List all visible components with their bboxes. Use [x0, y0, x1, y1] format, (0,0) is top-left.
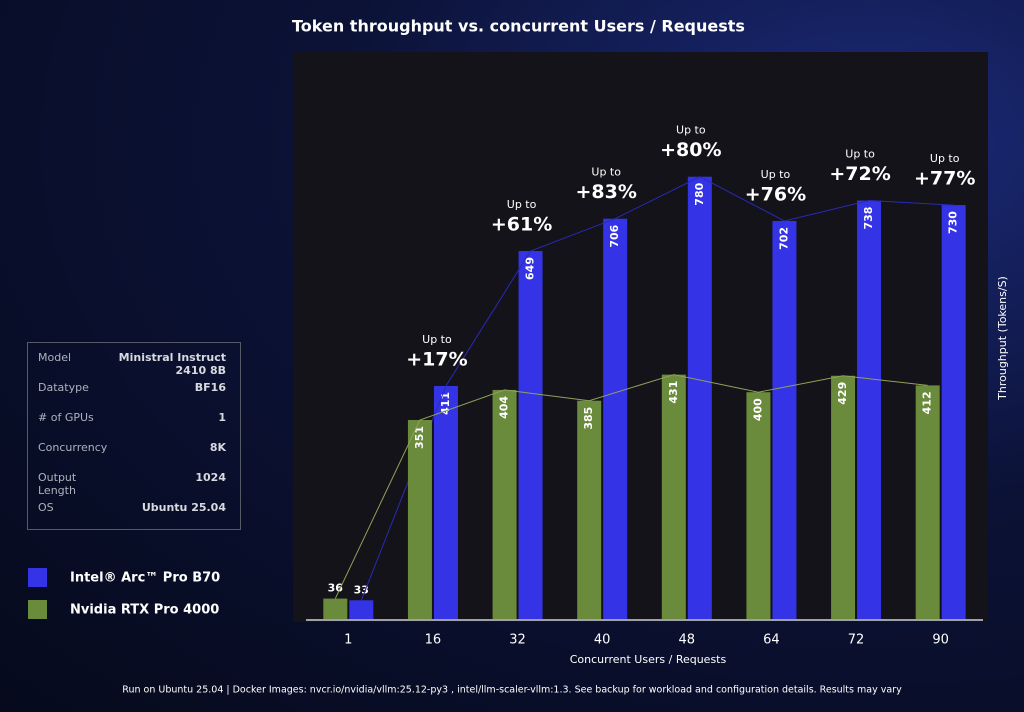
spec-row: Output Length 1024: [38, 469, 226, 499]
y-axis-label: Throughput (Tokens/S): [996, 276, 1009, 401]
legend-swatch: [28, 568, 47, 587]
spec-table: Model Ministral Instruct 2410 8B Datatype B…: [27, 342, 241, 530]
value-label: 412: [921, 391, 934, 414]
bar: [407, 419, 432, 619]
x-tick-label: 48: [679, 633, 696, 648]
value-label: 351: [413, 426, 426, 449]
x-tick-label: 40: [594, 633, 611, 648]
bar: [746, 392, 771, 619]
annotation: +80%: [660, 139, 721, 161]
spec-value: 8K: [209, 441, 226, 454]
x-tick-label: 1: [344, 633, 352, 648]
spec-key: OS: [38, 501, 54, 514]
annotation-prefix: Up to: [676, 124, 706, 137]
value-label: 702: [777, 227, 790, 250]
bar: [857, 200, 882, 619]
value-label: 400: [751, 398, 764, 421]
bar: [323, 598, 348, 619]
annotation-prefix: Up to: [507, 198, 537, 211]
annotation: +72%: [829, 163, 890, 185]
bar: [492, 389, 517, 619]
bar: [433, 385, 458, 619]
spec-row: Model Ministral Instruct 2410 8B: [38, 349, 226, 379]
spec-row: Datatype BF16: [38, 379, 226, 409]
spec-row: # of GPUs 1: [38, 409, 226, 439]
spec-value: Ubuntu 25.04: [141, 501, 226, 514]
annotation: +83%: [575, 181, 636, 203]
bar: [772, 220, 797, 619]
trend-line: [360, 176, 954, 601]
spec-row: Concurrency 8K: [38, 439, 226, 469]
bar: [661, 374, 686, 619]
value-label: 404: [498, 396, 511, 419]
value-label: 706: [608, 224, 621, 247]
spec-row: OS Ubuntu 25.04: [38, 499, 226, 529]
spec-value: 1024: [195, 471, 226, 484]
x-tick-label: 32: [509, 633, 526, 648]
value-label: 780: [693, 182, 706, 205]
spec-value: BF16: [194, 381, 226, 394]
annotation: +61%: [491, 214, 552, 236]
legend-swatch: [28, 600, 47, 619]
value-label: 431: [667, 381, 680, 404]
x-tick-label: 16: [425, 633, 442, 648]
annotation-prefix: Up to: [761, 168, 791, 181]
bar: [577, 400, 602, 619]
value-label: 411: [439, 392, 452, 415]
annotation: +77%: [914, 168, 975, 190]
x-axis-label: Concurrent Users / Requests: [570, 653, 727, 666]
value-label: 738: [862, 207, 875, 230]
value-label: 385: [582, 407, 595, 430]
x-tick-label: 90: [932, 633, 949, 648]
trend-line: [334, 374, 928, 599]
spec-key: Model: [38, 351, 72, 364]
annotation-prefix: Up to: [422, 333, 452, 346]
footer: Run on Ubuntu 25.04 | Docker Images: nvc…: [122, 685, 902, 696]
annotation: +76%: [745, 183, 806, 205]
value-label: 730: [947, 211, 960, 234]
bar: [915, 385, 940, 619]
bar: [831, 375, 856, 619]
annotation: +17%: [406, 348, 467, 370]
bar: [603, 218, 628, 619]
legend-label: Intel® Arc™ Pro B70: [70, 571, 220, 586]
value-label: 429: [836, 382, 849, 405]
annotation-prefix: Up to: [591, 166, 621, 179]
spec-key: Output Length: [38, 471, 77, 497]
bar: [941, 205, 966, 619]
bar: [518, 251, 543, 619]
annotation-prefix: Up to: [845, 148, 875, 161]
bar: [349, 600, 374, 619]
spec-key: Datatype: [38, 381, 89, 394]
x-tick-label: 64: [763, 633, 780, 648]
spec-value: Ministral Instruct 2410 8B: [118, 351, 226, 377]
value-label: 36: [328, 582, 344, 595]
annotation-prefix: Up to: [930, 152, 960, 165]
chart-title: Token throughput vs. concurrent Users / …: [292, 17, 745, 36]
plot-area: [293, 52, 988, 622]
x-tick-label: 72: [848, 633, 865, 648]
spec-key: Concurrency: [38, 441, 108, 454]
value-label: 33: [354, 583, 369, 596]
spec-value: 1: [218, 411, 226, 424]
spec-key: # of GPUs: [38, 411, 94, 424]
value-label: 649: [524, 257, 537, 280]
bar: [687, 176, 712, 620]
legend-label: Nvidia RTX Pro 4000: [70, 603, 219, 618]
